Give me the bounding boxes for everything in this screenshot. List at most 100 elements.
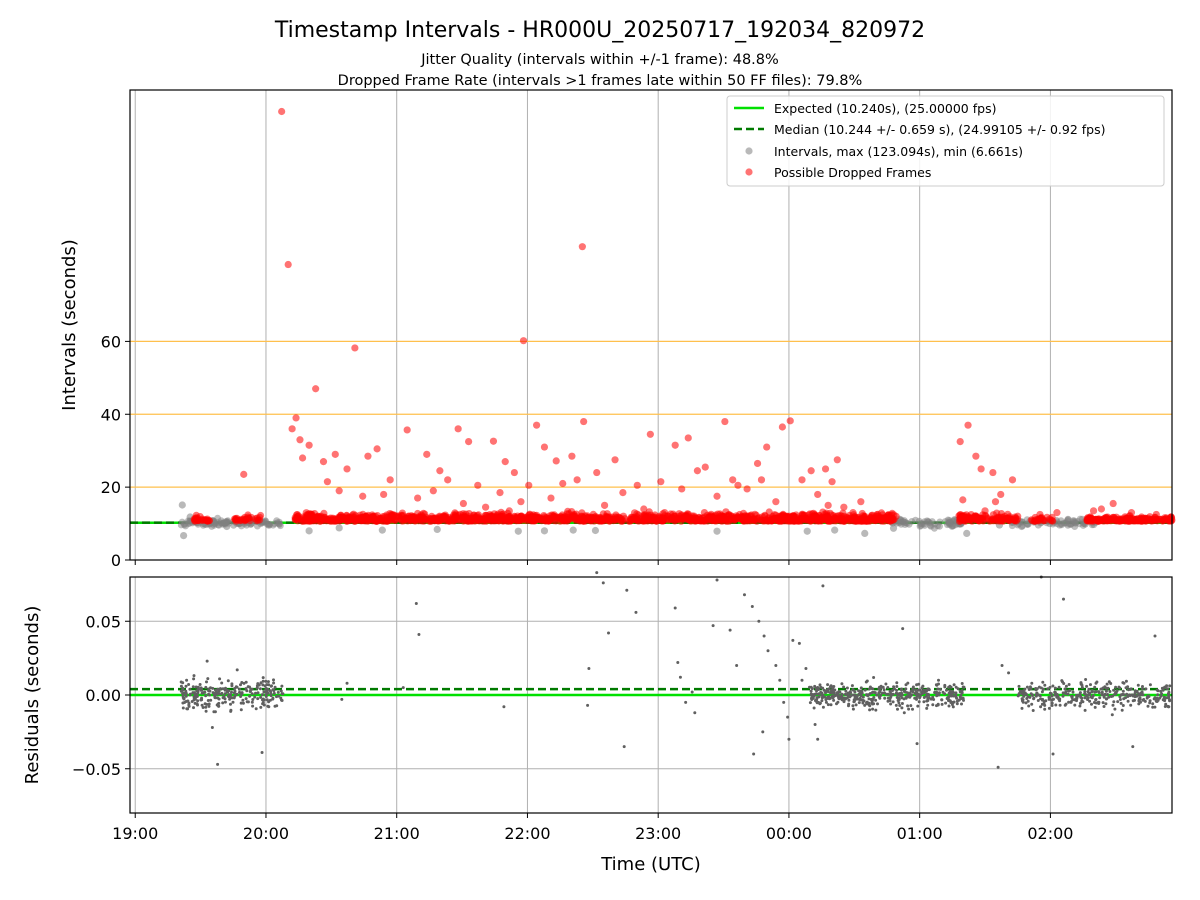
residual-marker xyxy=(1088,699,1092,703)
residual-marker xyxy=(1110,713,1114,717)
residual-marker xyxy=(898,704,902,707)
residual-marker xyxy=(1161,688,1165,692)
residual-markers xyxy=(179,571,1172,769)
residual-marker xyxy=(883,691,886,695)
residual-marker xyxy=(849,691,853,695)
dropped-frame-marker xyxy=(465,437,473,446)
residual-marker xyxy=(1034,688,1038,692)
dropped-frame-marker xyxy=(199,516,207,525)
residual-marker xyxy=(1023,687,1027,691)
residual-marker xyxy=(820,696,824,700)
dropped-frame-marker xyxy=(529,513,538,522)
residual-marker xyxy=(958,695,962,699)
dropped-frame-marker xyxy=(689,515,697,523)
residual-marker xyxy=(954,685,958,689)
residual-marker xyxy=(208,689,212,693)
residual-marker xyxy=(1027,704,1031,708)
residual-marker xyxy=(229,702,232,706)
residual-marker xyxy=(251,704,255,708)
dropped-frame-marker xyxy=(232,515,240,524)
dropped-frame-marker xyxy=(423,450,431,458)
x-tick-label: 23:00 xyxy=(635,824,681,843)
residual-marker xyxy=(829,691,833,695)
residual-marker xyxy=(907,707,911,711)
residual-marker xyxy=(742,593,746,597)
residual-marker xyxy=(1026,699,1030,703)
dropped-frame-marker xyxy=(510,468,518,477)
residual-marker xyxy=(918,688,922,692)
dropped-frame-marker xyxy=(582,516,590,524)
residual-marker xyxy=(184,692,188,696)
dropped-frame-marker xyxy=(191,517,199,525)
dropped-frame-marker xyxy=(324,516,332,524)
residual-marker xyxy=(261,679,265,683)
dropped-frame-marker xyxy=(454,425,462,433)
residual-marker xyxy=(891,692,895,696)
dropped-frame-marker xyxy=(721,417,729,426)
residual-marker xyxy=(1155,688,1159,692)
dropped-frame-marker xyxy=(298,515,306,523)
residual-marker xyxy=(874,698,878,702)
dropped-frame-marker xyxy=(785,516,793,524)
dropped-frame-marker xyxy=(641,512,649,521)
residual-marker xyxy=(1051,752,1055,756)
residual-marker xyxy=(1048,691,1052,695)
residual-marker xyxy=(273,704,277,708)
residual-marker xyxy=(254,691,257,695)
x-tick-label: 20:00 xyxy=(243,824,289,843)
residual-marker xyxy=(1067,683,1071,686)
dropped-frame-marker xyxy=(767,517,776,525)
residual-marker xyxy=(187,703,191,707)
residual-marker xyxy=(1071,690,1075,694)
residual-marker xyxy=(1057,685,1061,689)
residual-marker xyxy=(872,676,876,679)
residual-marker xyxy=(816,686,820,689)
residual-marker xyxy=(810,687,814,691)
residual-marker xyxy=(1113,707,1117,711)
dropped-frame-marker xyxy=(580,417,588,426)
dropped-frame-marker xyxy=(761,517,769,525)
residual-marker xyxy=(851,707,855,711)
dropped-frame-marker xyxy=(693,467,702,475)
residual-marker xyxy=(865,700,869,704)
residual-marker xyxy=(886,686,890,689)
x-tick-label: 02:00 xyxy=(1027,824,1073,843)
residual-marker xyxy=(1064,692,1068,696)
dropped-frame-marker xyxy=(496,488,504,497)
residual-marker xyxy=(1116,700,1120,704)
residual-marker xyxy=(932,698,936,701)
residual-marker xyxy=(248,690,252,693)
residual-marker xyxy=(914,688,917,692)
dropped-frame-marker xyxy=(670,513,678,521)
residual-marker xyxy=(1133,695,1137,699)
residual-marker xyxy=(209,698,213,702)
residual-marker xyxy=(875,693,879,697)
residual-marker xyxy=(1120,708,1124,712)
residual-marker xyxy=(1151,702,1155,706)
residual-marker xyxy=(1119,701,1123,705)
dropped-frame-marker xyxy=(743,485,751,493)
interval-marker xyxy=(1076,515,1084,523)
dropped-frame-marker xyxy=(563,517,571,525)
dropped-frame-marker xyxy=(972,452,980,460)
interval-marker xyxy=(861,529,869,538)
residual-marker xyxy=(804,666,808,670)
dropped-frame-marker xyxy=(703,515,711,523)
residual-marker xyxy=(954,693,958,697)
dropped-frame-marker xyxy=(833,456,841,464)
dropped-frame-marker xyxy=(725,516,733,524)
residual-marker xyxy=(813,684,817,688)
residual-marker xyxy=(809,689,813,693)
residual-marker xyxy=(210,725,214,729)
residual-marker xyxy=(1097,690,1101,694)
dropped-frame-marker xyxy=(1043,513,1051,521)
residual-marker xyxy=(198,683,202,686)
interval-marker xyxy=(265,521,272,528)
dropped-frame-marker xyxy=(779,512,787,520)
residual-marker xyxy=(859,689,863,693)
residual-marker xyxy=(817,692,820,696)
dropped-frame-marker xyxy=(678,485,686,493)
residual-marker xyxy=(1054,703,1058,707)
residual-marker xyxy=(831,691,835,695)
residual-marker xyxy=(345,681,349,685)
